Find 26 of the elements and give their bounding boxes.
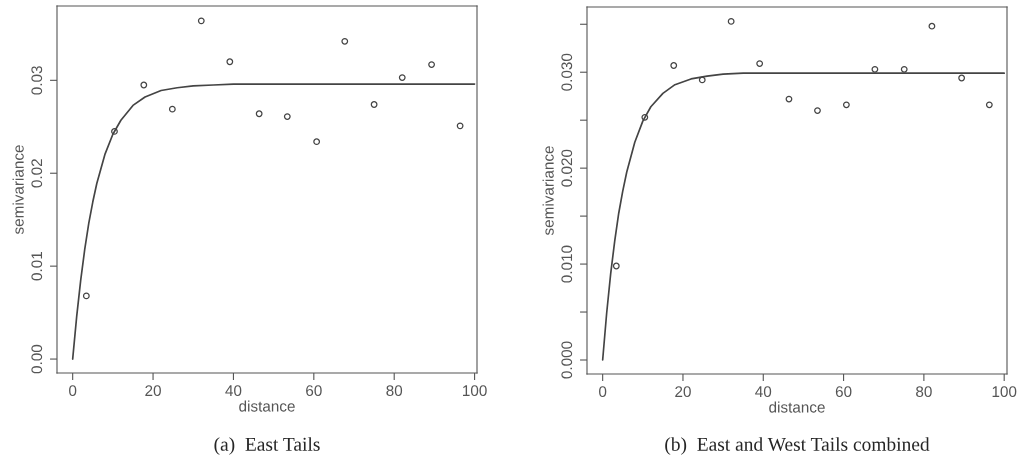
x-tick-label: 80 <box>386 385 403 397</box>
y-tick-label: 0.000 <box>561 341 573 379</box>
x-tick-label: 20 <box>145 385 161 397</box>
y-axis-title: semivariance <box>12 145 24 235</box>
x-tick-label: 100 <box>463 385 487 397</box>
x-tick-label: 60 <box>306 385 322 397</box>
x-tick-label: 0 <box>69 385 77 397</box>
text: (b) East and West Tails combined <box>665 437 930 455</box>
y-tick-label: 0.020 <box>561 149 573 187</box>
x-tick-label: 40 <box>755 386 772 398</box>
x-tick-label: 80 <box>916 386 932 398</box>
x-tick-label: 0 <box>599 386 607 398</box>
y-tick-label: 0.01 <box>31 252 43 281</box>
text: (a) East Tails <box>214 437 320 455</box>
x-tick-label: 60 <box>835 386 852 398</box>
y-tick-label: 0.03 <box>31 66 43 95</box>
x-tick-label: 100 <box>992 386 1017 398</box>
x-tick-label: 40 <box>225 385 242 397</box>
y-tick-label: 0.02 <box>31 159 43 188</box>
x-axis-title: distance <box>769 401 825 413</box>
x-axis-title: distance <box>239 400 295 412</box>
y-axis-title: semivariance <box>542 146 554 236</box>
y-tick-label: 0.010 <box>561 245 573 283</box>
y-tick-label: 0.00 <box>31 344 43 374</box>
x-tick-label: 20 <box>675 386 691 398</box>
y-tick-label: 0.030 <box>561 53 573 91</box>
